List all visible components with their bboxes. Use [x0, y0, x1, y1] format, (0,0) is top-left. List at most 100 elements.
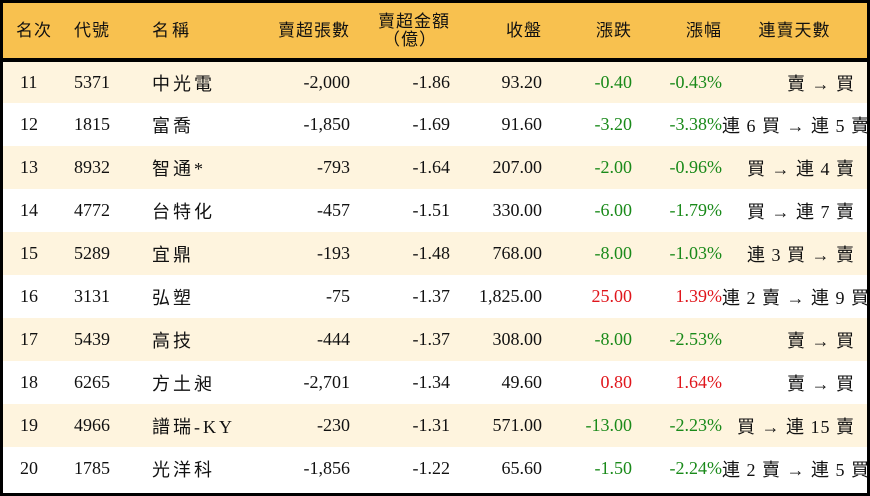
net-sell-volume-cell: -230 [317, 415, 350, 435]
rank-cell: 20 [20, 458, 38, 478]
streak-cell: 連 2 賣 → 連 9 買 [722, 287, 870, 308]
streak-cell: 買 → 連 7 賣 [747, 201, 855, 222]
header-close: 收盤 [450, 3, 542, 62]
table-row: 15 5289 宜鼎 -193 -1.48 768.00 -8.00 -1.03… [3, 232, 867, 275]
code-cell: 3131 [74, 286, 110, 306]
change-pct-cell: -3.38% [669, 114, 723, 134]
name-cell: 宜鼎 [152, 244, 194, 265]
streak-cell: 連 2 賣 → 連 5 買 [722, 459, 870, 480]
rank-cell: 12 [20, 114, 38, 134]
net-sell-amount-cell: -1.22 [412, 458, 451, 478]
change-pct-cell: 1.64% [675, 372, 723, 392]
net-sell-amount-cell: -1.37 [412, 329, 451, 349]
rank-cell: 19 [20, 415, 38, 435]
net-sell-volume-cell: -457 [317, 200, 350, 220]
net-sell-amount-cell: -1.48 [412, 243, 451, 263]
change-pct-cell: -1.03% [669, 243, 723, 263]
change-cell: -3.20 [594, 114, 633, 134]
net-sell-volume-cell: -2,000 [303, 72, 351, 92]
close-cell: 65.60 [501, 458, 543, 478]
table-row: 14 4772 台特化 -457 -1.51 330.00 -6.00 -1.7… [3, 189, 867, 232]
net-sell-amount-cell: -1.51 [412, 200, 451, 220]
name-cell: 智通* [152, 158, 206, 179]
net-sell-volume-cell: -2,701 [303, 372, 351, 392]
close-cell: 1,825.00 [479, 286, 542, 306]
header-net-sell-volume: 賣超張數 [252, 3, 350, 62]
code-cell: 1815 [74, 114, 110, 134]
table-row: 20 1785 光洋科 -1,856 -1.22 65.60 -1.50 -2.… [3, 447, 870, 490]
code-cell: 5289 [74, 243, 110, 263]
change-cell: -1.50 [594, 458, 633, 478]
name-cell: 光洋科 [152, 459, 215, 480]
close-cell: 768.00 [492, 243, 543, 263]
close-cell: 49.60 [501, 372, 543, 392]
table-row: 18 6265 方土昶 -2,701 -1.34 49.60 0.80 1.64… [3, 361, 867, 404]
change-cell: 25.00 [591, 286, 633, 306]
name-cell: 高技 [152, 330, 194, 351]
table-header-row: 名次 代號 名稱 賣超張數 賣超金額 （億） 收盤 漲跌 漲幅 連賣天數 [3, 3, 867, 62]
change-pct-cell: -2.24% [669, 458, 723, 478]
net-sell-amount-cell: -1.37 [412, 286, 451, 306]
header-change: 漲跌 [542, 3, 632, 62]
table-row: 16 3131 弘塑 -75 -1.37 1,825.00 25.00 1.39… [3, 275, 870, 318]
table-row: 13 8932 智通* -793 -1.64 207.00 -2.00 -0.9… [3, 146, 867, 189]
change-cell: -8.00 [594, 243, 633, 263]
name-cell: 譜瑞-KY [152, 416, 235, 437]
net-sell-volume-cell: -444 [317, 329, 350, 349]
streak-cell: 連 3 買 → 賣 [747, 244, 855, 265]
name-cell: 台特化 [152, 201, 215, 222]
net-sell-ranking-table: 名次 代號 名稱 賣超張數 賣超金額 （億） 收盤 漲跌 漲幅 連賣天數 11 … [3, 3, 870, 490]
rank-cell: 17 [20, 329, 38, 349]
change-pct-cell: -1.79% [669, 200, 723, 220]
net-sell-amount-cell: -1.31 [412, 415, 451, 435]
header-change-pct: 漲幅 [632, 3, 722, 62]
header-streak: 連賣天數 [722, 3, 867, 62]
header-code: 代號 [66, 3, 144, 62]
header-net-sell-amount: 賣超金額 （億） [350, 3, 450, 62]
code-cell: 6265 [74, 372, 110, 392]
change-cell: -0.40 [594, 72, 633, 92]
table-row: 11 5371 中光電 -2,000 -1.86 93.20 -0.40 -0.… [3, 60, 867, 103]
table-row: 19 4966 譜瑞-KY -230 -1.31 571.00 -13.00 -… [3, 404, 867, 447]
close-cell: 207.00 [492, 157, 543, 177]
net-sell-volume-cell: -75 [326, 286, 350, 306]
change-pct-cell: -0.43% [669, 72, 723, 92]
header-name: 名稱 [144, 3, 252, 62]
net-sell-amount-cell: -1.64 [412, 157, 451, 177]
rank-cell: 15 [20, 243, 38, 263]
code-cell: 8932 [74, 157, 110, 177]
close-cell: 93.20 [501, 72, 543, 92]
change-cell: -13.00 [585, 415, 633, 435]
change-pct-cell: -2.23% [669, 415, 723, 435]
streak-cell: 賣 → 買 [787, 373, 855, 394]
header-rank: 名次 [3, 3, 66, 62]
code-cell: 4772 [74, 200, 110, 220]
streak-cell: 連 6 買 → 連 5 賣 [722, 115, 870, 136]
name-cell: 中光電 [152, 73, 215, 94]
net-sell-volume-cell: -1,850 [303, 114, 351, 134]
rank-cell: 14 [20, 200, 38, 220]
change-pct-cell: -2.53% [669, 329, 723, 349]
change-pct-cell: 1.39% [675, 286, 723, 306]
rank-cell: 13 [20, 157, 38, 177]
code-cell: 5439 [74, 329, 110, 349]
code-cell: 5371 [74, 72, 110, 92]
change-cell: -2.00 [594, 157, 633, 177]
close-cell: 330.00 [492, 200, 543, 220]
net-sell-volume-cell: -793 [317, 157, 350, 177]
code-cell: 4966 [74, 415, 110, 435]
net-sell-amount-cell: -1.86 [412, 72, 451, 92]
net-sell-volume-cell: -193 [317, 243, 350, 263]
streak-cell: 買 → 連 15 賣 [737, 416, 855, 437]
rank-cell: 16 [20, 286, 38, 306]
change-pct-cell: -0.96% [669, 157, 723, 177]
change-cell: 0.80 [600, 372, 633, 392]
net-sell-amount-cell: -1.34 [412, 372, 451, 392]
name-cell: 富喬 [152, 115, 194, 136]
close-cell: 571.00 [492, 415, 543, 435]
name-cell: 弘塑 [152, 287, 194, 308]
streak-cell: 賣 → 買 [787, 73, 855, 94]
net-sell-amount-cell: -1.69 [412, 114, 451, 134]
table-row: 12 1815 富喬 -1,850 -1.69 91.60 -3.20 -3.3… [3, 103, 870, 146]
